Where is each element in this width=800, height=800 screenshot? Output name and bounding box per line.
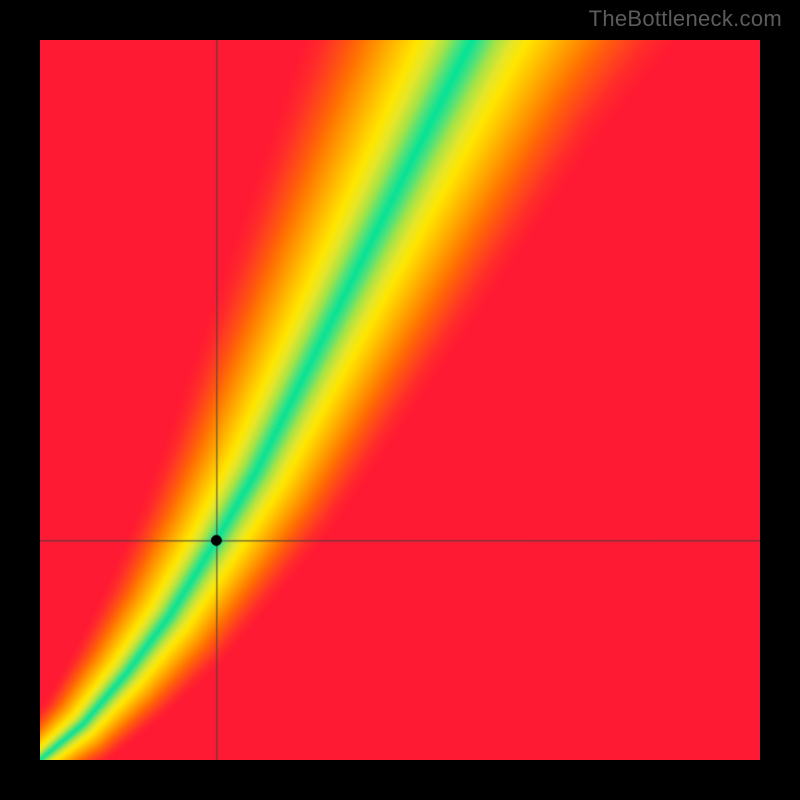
heatmap-canvas bbox=[40, 40, 760, 760]
heatmap-plot-area bbox=[40, 40, 760, 760]
watermark-text: TheBottleneck.com bbox=[589, 6, 782, 32]
